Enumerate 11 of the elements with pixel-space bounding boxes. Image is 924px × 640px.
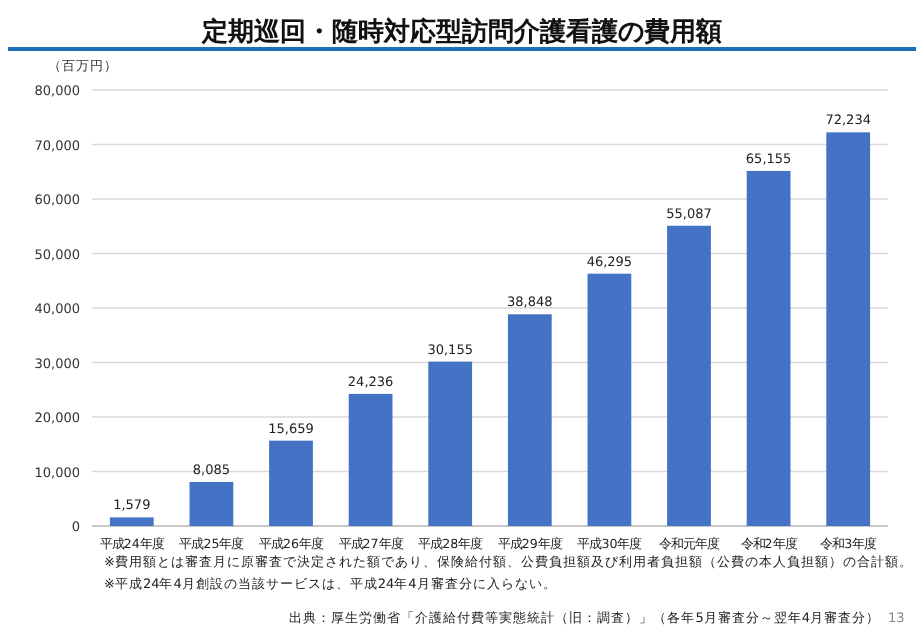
bar	[507, 314, 552, 526]
bar	[348, 393, 393, 526]
bar	[189, 481, 234, 526]
chart-title: 定期巡回・随時対応型訪問介護看護の費用額	[200, 16, 722, 48]
bar	[109, 517, 154, 526]
bar	[587, 273, 632, 526]
bar	[428, 361, 473, 526]
bar	[746, 170, 791, 526]
bar	[269, 440, 313, 526]
bar	[826, 132, 871, 526]
bar	[667, 225, 711, 526]
